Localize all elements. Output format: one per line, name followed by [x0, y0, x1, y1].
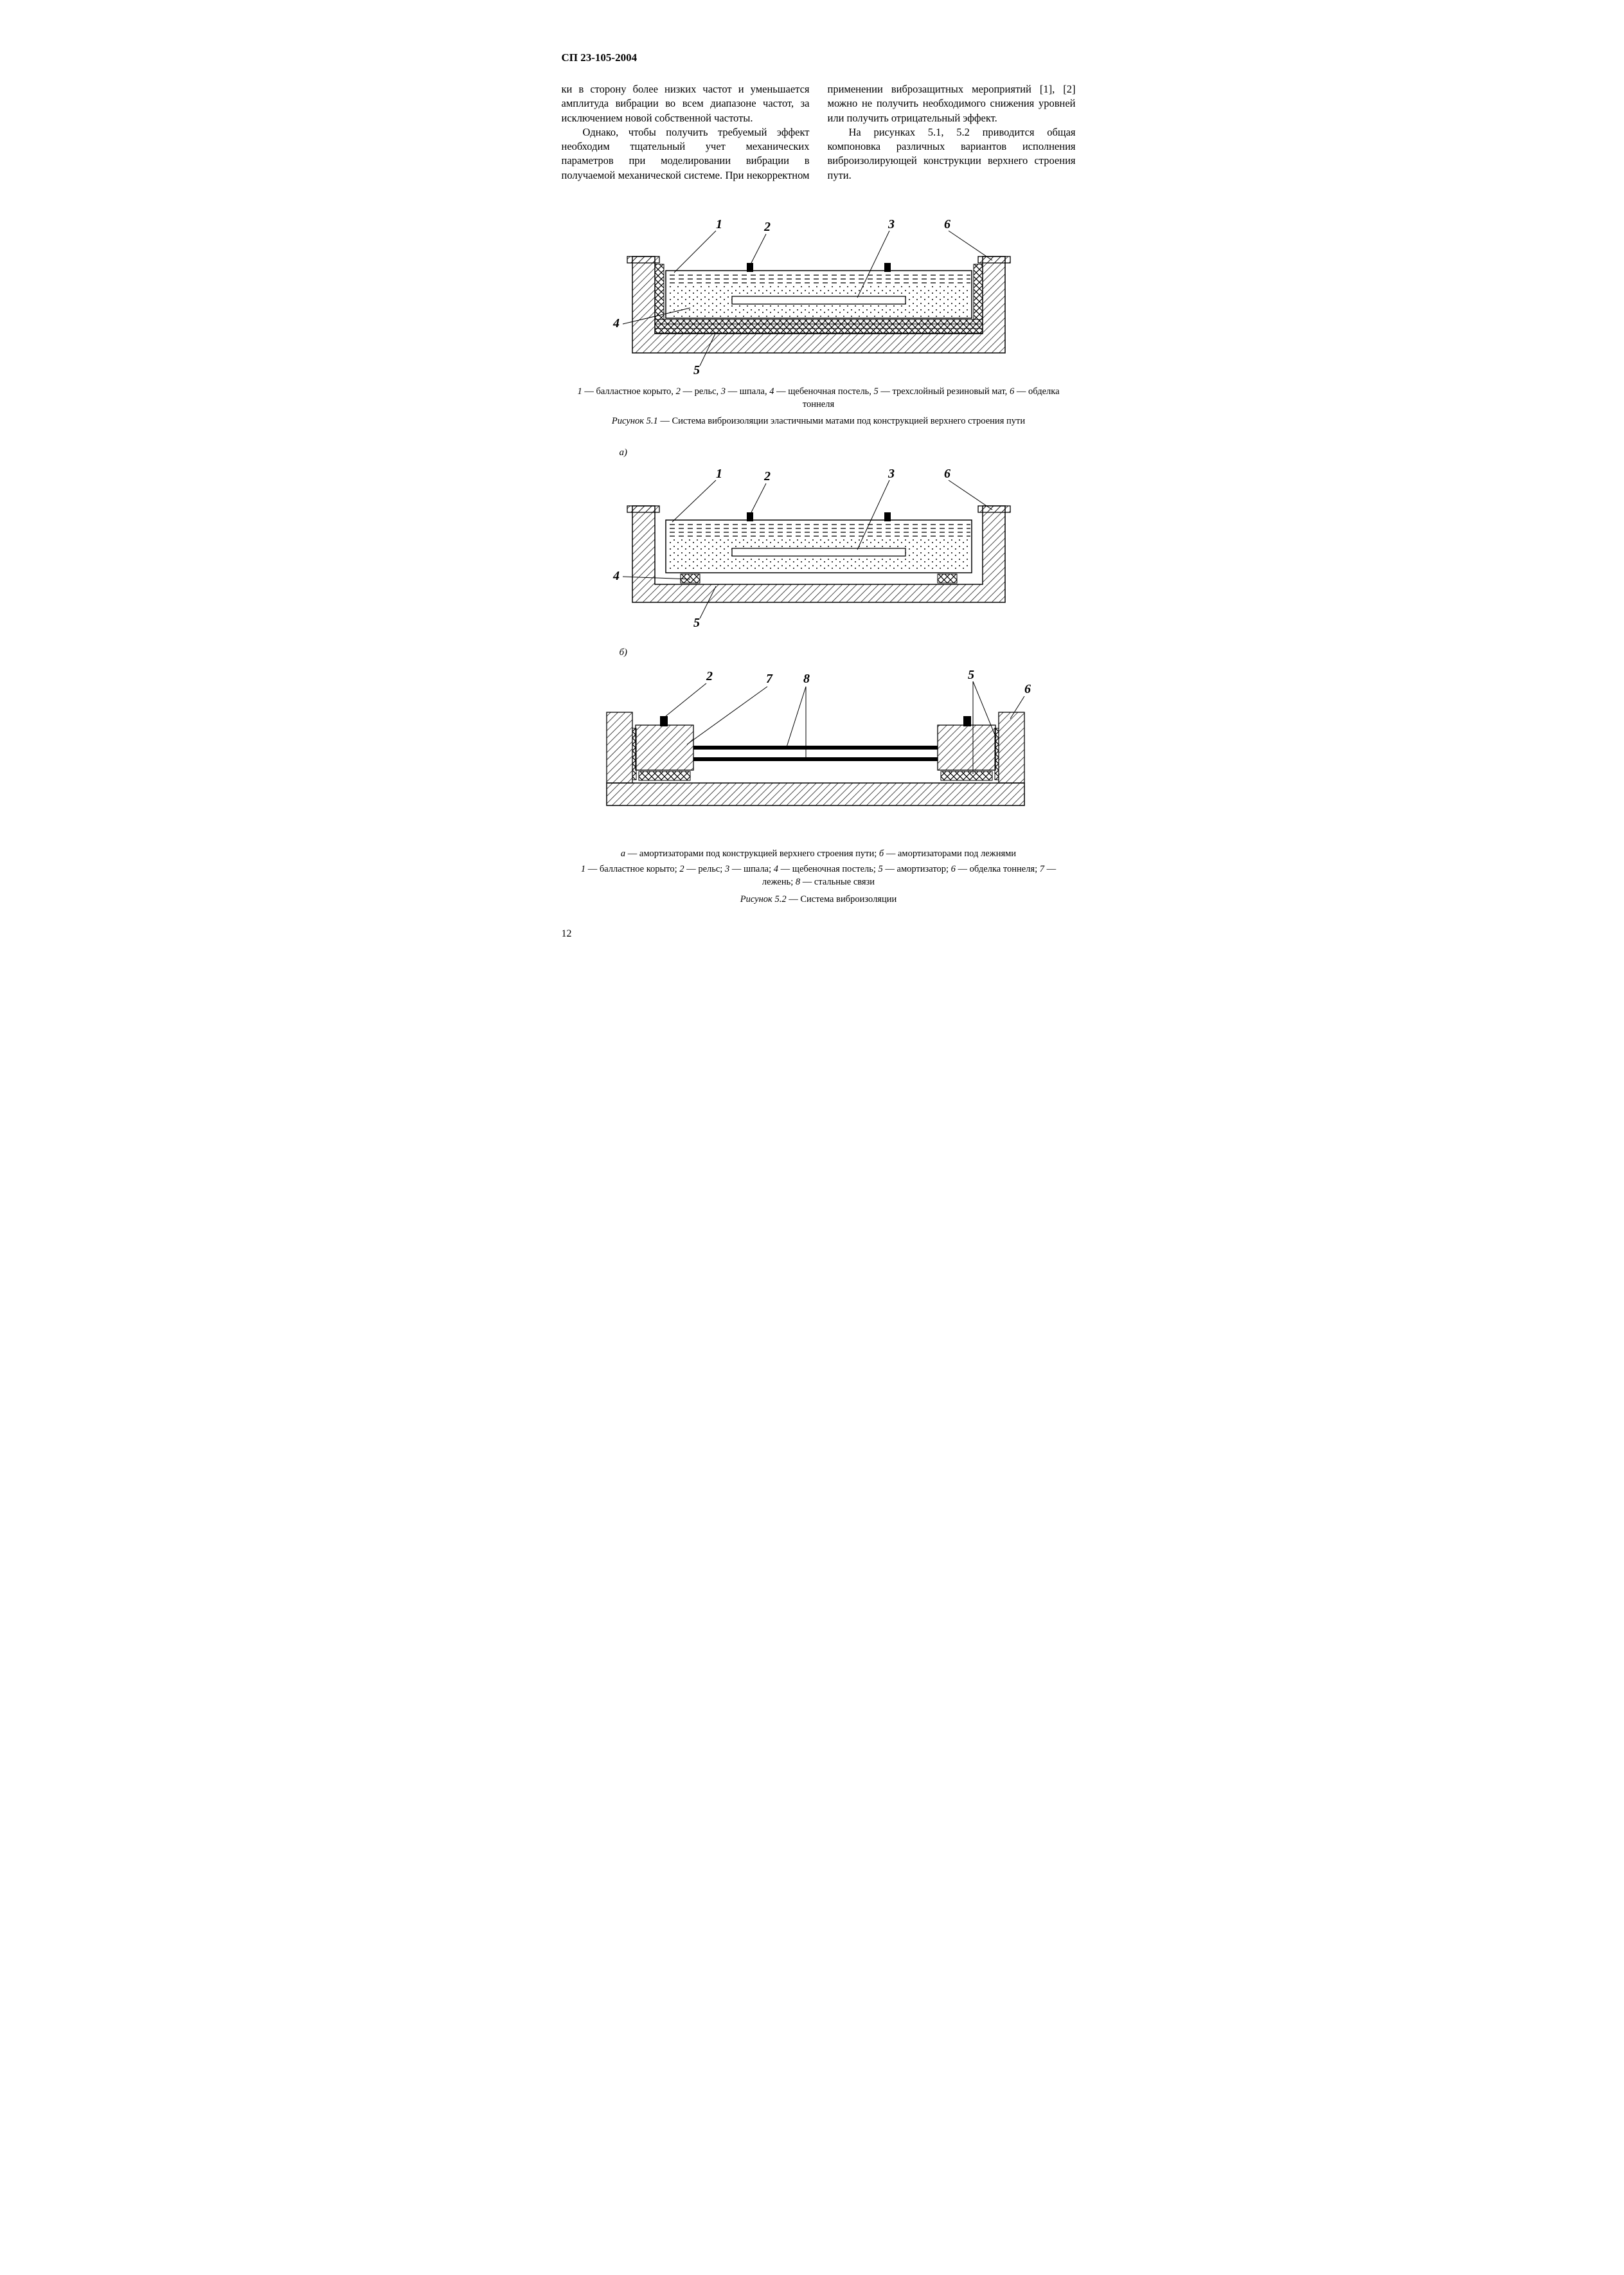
- figure-5-2-sublegend: a — амортизаторами под конструкцией верх…: [562, 847, 1076, 860]
- para-1: ки в сторону более низких частот и умень…: [562, 82, 810, 125]
- label-1: 1: [716, 467, 722, 481]
- bed-block-right: [938, 725, 995, 770]
- figure-5-1-caption: Рисунок 5.1 — Система виброизоляции элас…: [562, 415, 1076, 427]
- label-2: 2: [706, 669, 713, 683]
- label-5: 5: [693, 616, 700, 628]
- label-6: 6: [944, 217, 950, 231]
- figure-5-2b: 2 7 8 5 6: [562, 661, 1076, 828]
- figure-5-2a-label: а): [562, 447, 1076, 458]
- figure-5-2-caption: Рисунок 5.2 — Система виброизоляции: [562, 893, 1076, 906]
- sleeper: [732, 296, 906, 304]
- rail-left: [747, 263, 753, 272]
- rail-right: [963, 716, 971, 726]
- figure-5-1-legend: 1 — балластное корыто, 2 — рельс, 3 — шп…: [562, 385, 1076, 411]
- steel-tie-upper: [693, 746, 938, 750]
- label-6: 6: [944, 467, 950, 481]
- label-2: 2: [763, 220, 771, 234]
- para-3: На рисунках 5.1, 5.2 приводится общая ко…: [828, 125, 1076, 183]
- figure-5-2b-label: б): [562, 647, 1076, 658]
- label-5: 5: [693, 363, 700, 377]
- label-4: 4: [612, 569, 620, 583]
- figure-5-1-svg: 1 2 3 6 4 5: [587, 211, 1050, 379]
- doc-code: СП 23-105-2004: [562, 51, 1076, 64]
- label-3: 3: [888, 467, 895, 481]
- figure-5-2a: 1 2 3 6 4 5: [562, 461, 1076, 628]
- label-8: 8: [803, 672, 810, 686]
- base-slab: [607, 783, 1024, 805]
- label-6: 6: [1024, 682, 1031, 696]
- bed-block-left: [636, 725, 693, 770]
- label-5: 5: [968, 668, 974, 682]
- figure-5-1: 1 2 3 6 4 5 1 — балластное корыто, 2 — р…: [562, 211, 1076, 428]
- rail-right: [884, 263, 891, 272]
- figure-5-2b-svg: 2 7 8 5 6: [575, 661, 1063, 828]
- label-1: 1: [716, 217, 722, 231]
- rail-left: [660, 716, 668, 726]
- body-text: ки в сторону более низких частот и умень…: [562, 82, 1076, 183]
- label-3: 3: [888, 217, 895, 231]
- page-number: 12: [562, 928, 572, 940]
- label-4: 4: [612, 316, 620, 330]
- label-2: 2: [763, 469, 771, 483]
- figure-5-2-legend: 1 — балластное корыто; 2 — рельс; 3 — шп…: [562, 863, 1076, 889]
- figure-5-2a-svg: 1 2 3 6 4 5: [587, 461, 1050, 628]
- label-7: 7: [766, 672, 773, 686]
- steel-tie-lower: [693, 757, 938, 761]
